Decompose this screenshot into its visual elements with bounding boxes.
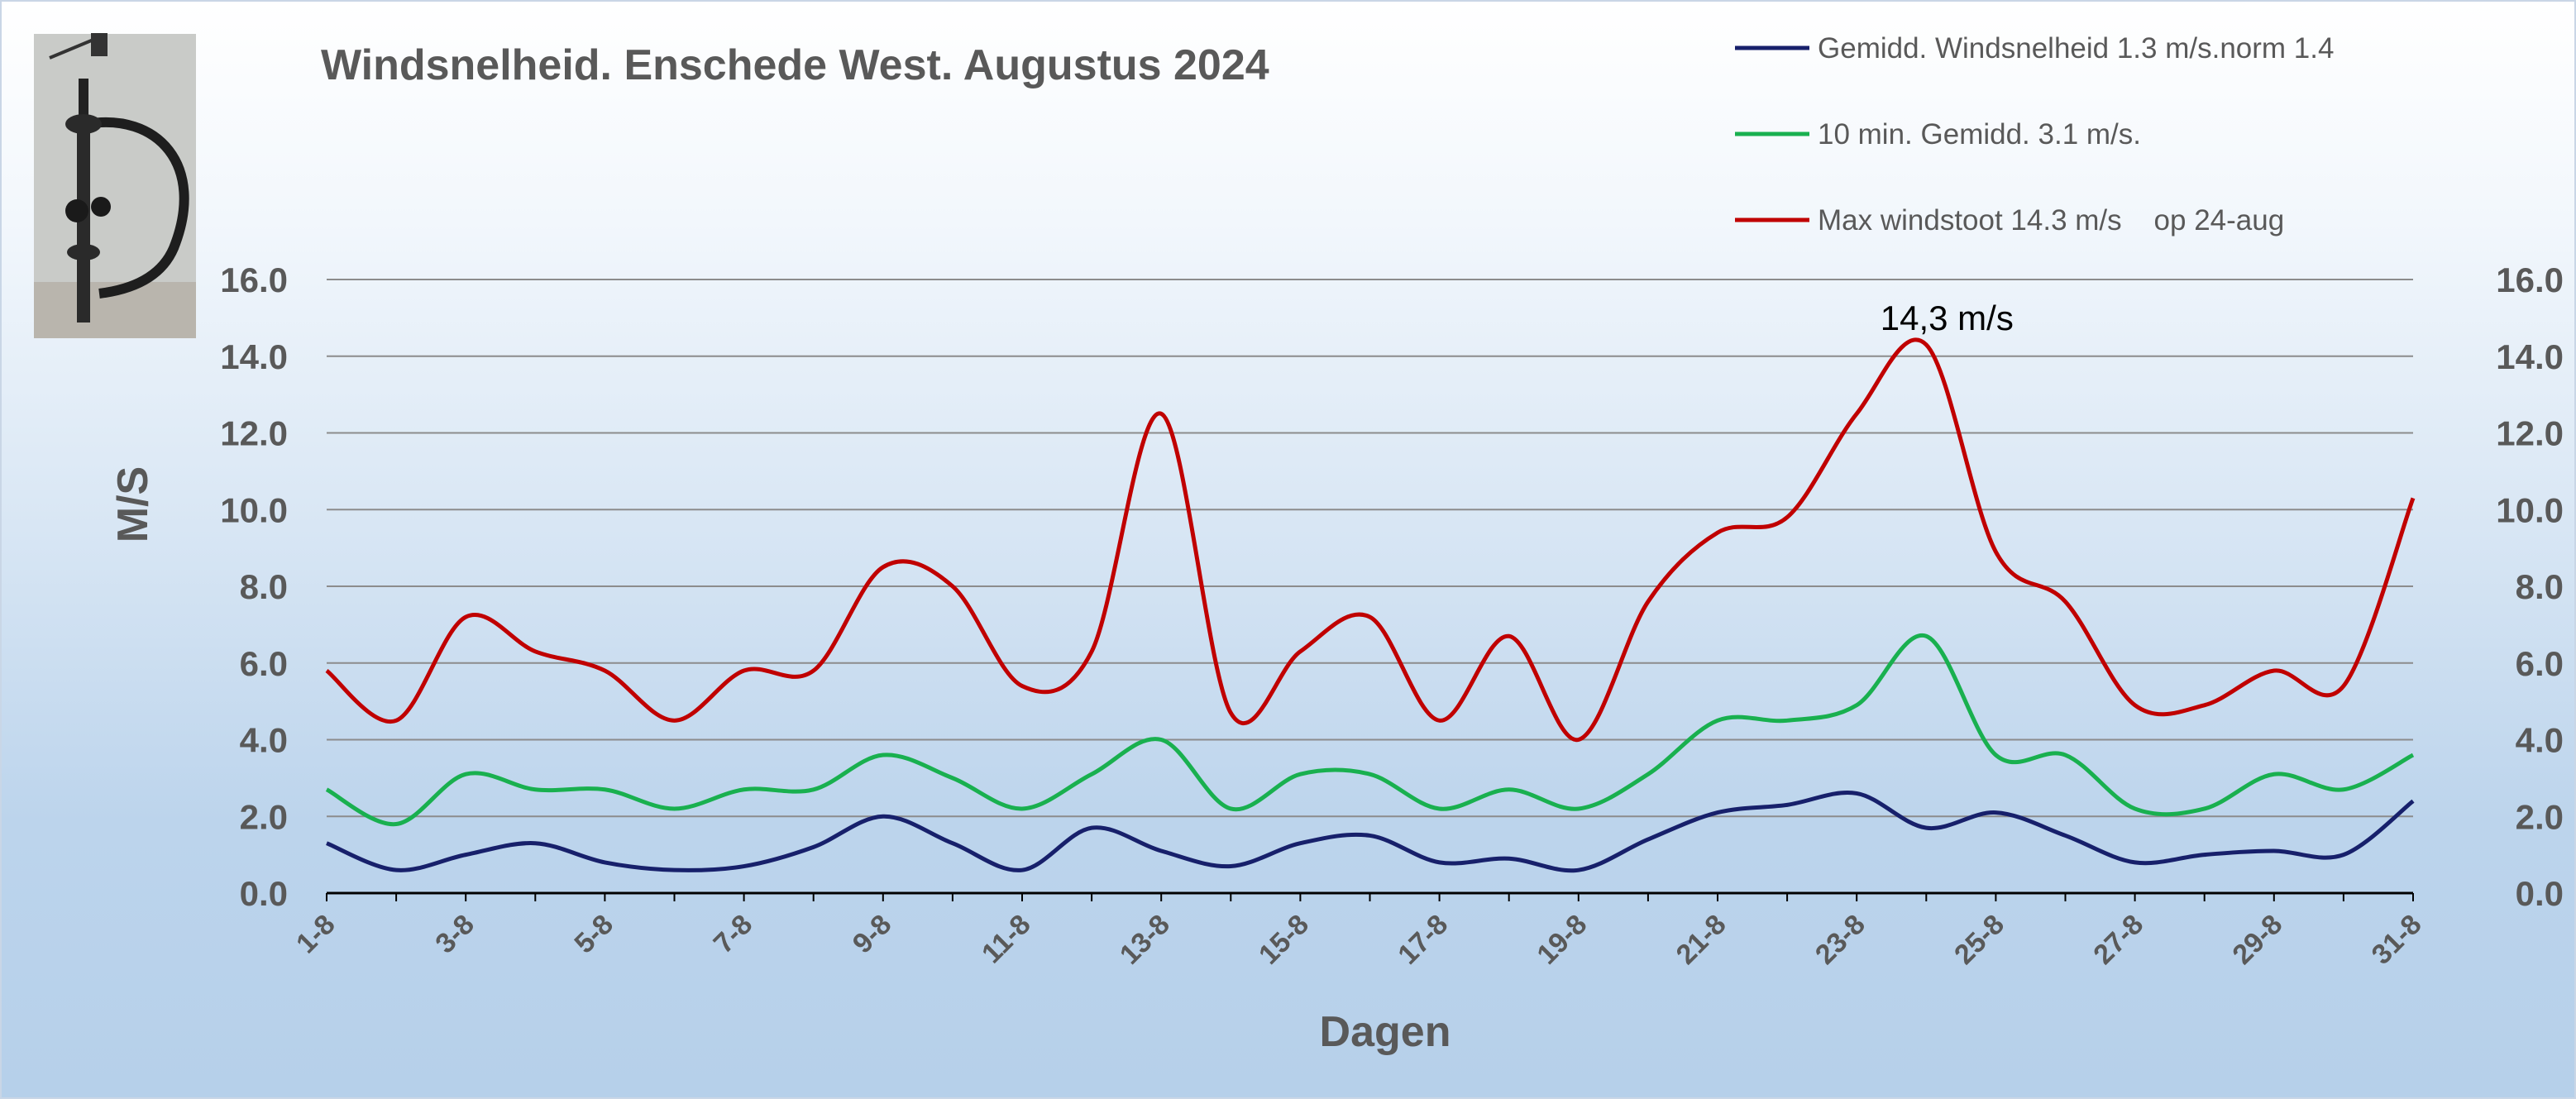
- series-line-ten-min-avg-line: [325, 633, 2415, 827]
- x-tick-label: 7-8: [708, 909, 759, 960]
- anemometer-photo: [34, 33, 196, 338]
- y-tick-label: 12.0: [220, 414, 288, 453]
- y-tick-label-right: 10.0: [2496, 490, 2564, 529]
- y-axis-right: 0.0 2.0 4.0 6.0 8.0 10.0 12.0 14.0 16.0: [2496, 260, 2564, 913]
- y-tick-label-right: 8.0: [2516, 567, 2564, 606]
- x-tick-label: 5-8: [568, 909, 619, 960]
- x-tick-label: 27-8: [2087, 909, 2149, 971]
- x-axis: 1-8 3-8 5-8 7-8 9-8 11-8 13-8 15-8 17-8 19-8 21-8 2…: [290, 893, 2428, 971]
- legend-label: Max windstoot 14.3 m/s op 24-aug: [1818, 204, 2284, 237]
- y-tick-label: 6.0: [240, 644, 288, 683]
- y-tick-label-right: 6.0: [2516, 644, 2564, 683]
- y-tick-label: 10.0: [220, 490, 288, 529]
- x-tick-label: 11-8: [976, 909, 1037, 970]
- x-tick-label: 9-8: [847, 909, 898, 960]
- x-tick-label: 25-8: [1948, 909, 2010, 971]
- x-tick-label: 31-8: [2366, 909, 2428, 971]
- y-tick-label-right: 16.0: [2496, 260, 2564, 299]
- x-tick-label: 21-8: [1670, 909, 1732, 971]
- x-tick-label: 17-8: [1392, 909, 1454, 971]
- series-line-avg-wind-line: [326, 791, 2415, 873]
- x-tick-label: 3-8: [429, 909, 480, 960]
- y-tick-label: 14.0: [220, 337, 288, 376]
- x-tick-label: 23-8: [1809, 909, 1871, 971]
- x-axis-label: Dagen: [1320, 1008, 1451, 1056]
- peak-annotation: 14,3 m/s: [1881, 299, 2014, 337]
- y-tick-label-right: 14.0: [2496, 337, 2564, 376]
- x-tick-label: 1-8: [290, 909, 342, 960]
- annotations: 14,3 m/s: [1881, 299, 2014, 337]
- x-tick-label: 13-8: [1114, 909, 1176, 971]
- y-tick-label-right: 2.0: [2516, 797, 2564, 836]
- x-tick-label: 15-8: [1253, 909, 1315, 971]
- y-tick-label: 2.0: [240, 797, 288, 836]
- y-tick-label: 16.0: [220, 260, 288, 299]
- chart-title: Windsnelheid. Enschede West. Augustus 20…: [321, 41, 1269, 89]
- y-tick-label-right: 12.0: [2496, 414, 2564, 453]
- y-axis-left: 0.0 2.0 4.0 6.0 8.0 10.0 12.0 14.0 16.0: [220, 260, 288, 913]
- legend: Gemidd. Windsnelheid 1.3 m/s.norm 1.4 10 …: [1735, 32, 2334, 237]
- series-group: [325, 337, 2416, 873]
- y-tick-label: 4.0: [240, 721, 288, 760]
- y-tick-label: 8.0: [240, 567, 288, 606]
- legend-label: Gemidd. Windsnelheid 1.3 m/s.norm 1.4: [1818, 32, 2334, 65]
- x-tick-label: 19-8: [1531, 909, 1593, 971]
- x-tick-label: 29-8: [2226, 909, 2288, 971]
- y-tick-label: 0.0: [240, 874, 288, 913]
- y-axis-label: M/S: [109, 466, 157, 542]
- legend-label: 10 min. Gemidd. 3.1 m/s.: [1818, 118, 2141, 151]
- y-tick-label-right: 0.0: [2516, 874, 2564, 913]
- series-line-max-gust-line: [325, 337, 2416, 743]
- y-tick-label-right: 4.0: [2516, 721, 2564, 760]
